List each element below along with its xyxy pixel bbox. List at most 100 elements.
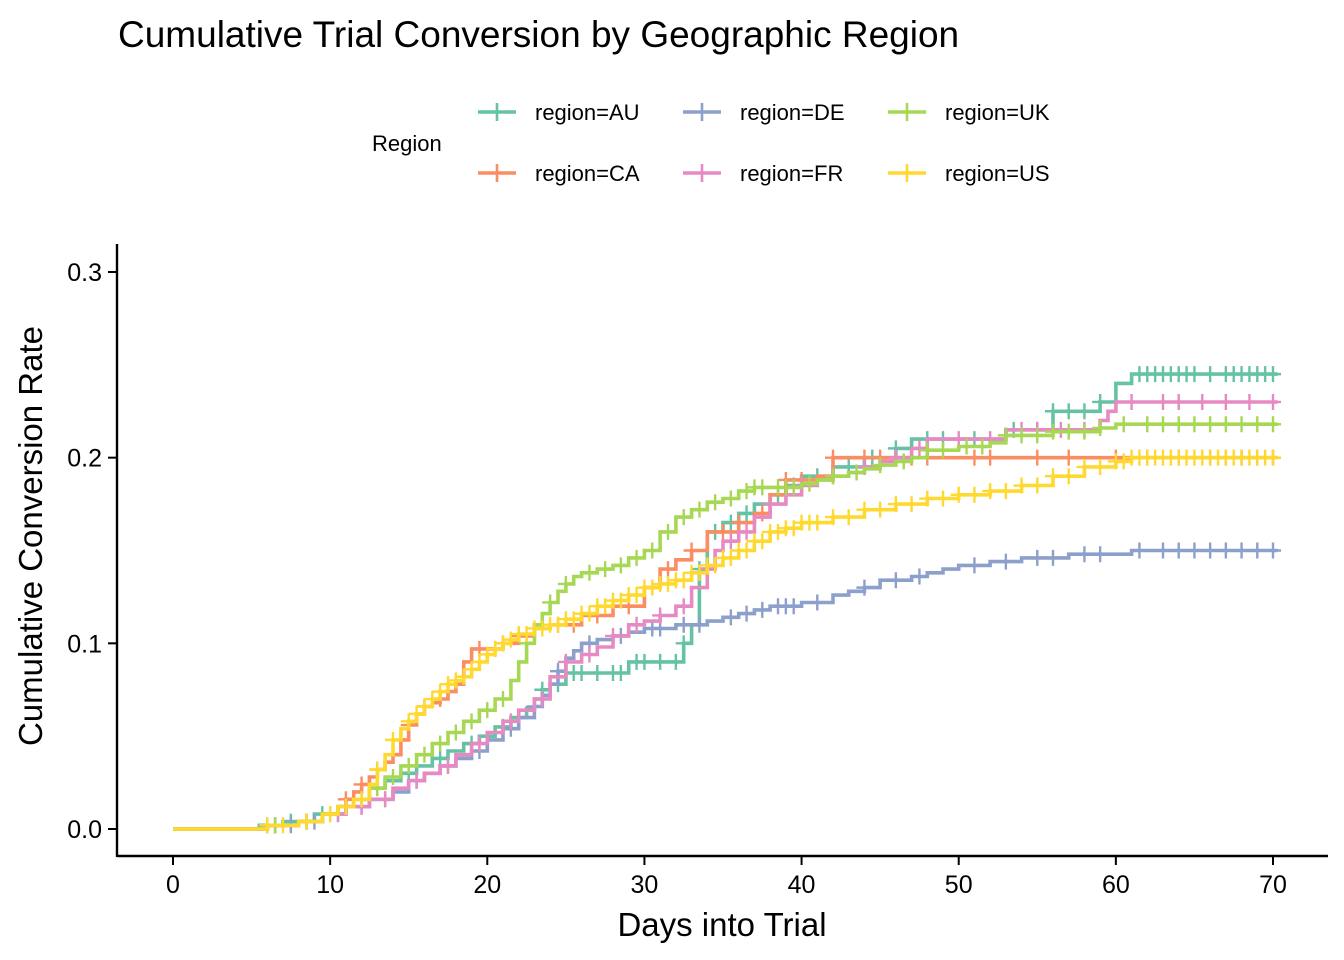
censor-mark bbox=[1029, 549, 1046, 566]
censor-mark bbox=[675, 572, 692, 589]
x-axis-ticks: 0 10 20 30 40 50 60 70 bbox=[166, 856, 1287, 899]
censor-mark bbox=[1076, 458, 1093, 475]
censor-mark bbox=[440, 757, 456, 774]
censor-mark bbox=[534, 620, 551, 637]
censor-mark bbox=[636, 653, 653, 670]
censor-mark bbox=[581, 564, 598, 581]
censor-mark bbox=[919, 442, 936, 459]
censor-mark bbox=[1115, 453, 1132, 470]
censor-mark bbox=[1060, 423, 1077, 440]
censor-mark bbox=[479, 702, 496, 719]
censor-mark bbox=[1013, 427, 1030, 444]
legend-item-us: region=US bbox=[888, 161, 1050, 186]
censor-mark bbox=[1092, 546, 1109, 563]
censor-mark bbox=[1170, 542, 1187, 559]
censor-mark bbox=[840, 509, 857, 526]
censor-mark bbox=[557, 653, 574, 670]
censor-mark bbox=[722, 609, 739, 626]
censor-mark bbox=[1076, 546, 1093, 563]
censor-mark bbox=[691, 616, 708, 633]
censor-mark bbox=[463, 661, 480, 678]
censor-mark bbox=[997, 483, 1014, 500]
censor-mark bbox=[911, 568, 928, 585]
censor-mark bbox=[369, 761, 386, 778]
censor-mark bbox=[628, 549, 645, 566]
censor-mark bbox=[754, 479, 771, 496]
censor-mark bbox=[534, 691, 551, 708]
censor-mark bbox=[581, 646, 598, 663]
censor-mark bbox=[1076, 423, 1093, 440]
censor-mark bbox=[1076, 403, 1093, 420]
censor-mark bbox=[660, 523, 676, 540]
censor-mark bbox=[337, 798, 354, 815]
censor-mark bbox=[440, 676, 456, 693]
censor-mark bbox=[966, 486, 983, 503]
censor-mark bbox=[966, 449, 983, 466]
censor-mark bbox=[785, 479, 802, 496]
y-tick-label: 0.2 bbox=[67, 445, 102, 473]
censor-mark bbox=[471, 735, 488, 752]
censor-mark bbox=[1202, 366, 1219, 383]
censor-mark bbox=[605, 627, 621, 644]
censor-mark bbox=[1265, 416, 1281, 433]
censor-mark bbox=[1155, 416, 1171, 433]
censor-mark bbox=[1139, 416, 1156, 433]
censor-mark bbox=[416, 698, 433, 715]
censor-mark bbox=[581, 605, 598, 622]
censor-mark bbox=[887, 496, 904, 513]
censor-mark bbox=[408, 772, 425, 789]
censor-mark bbox=[1029, 477, 1046, 494]
censor-mark bbox=[1202, 416, 1219, 433]
legend-label: region=AU bbox=[535, 100, 640, 125]
censor-mark bbox=[1265, 449, 1281, 466]
censor-mark bbox=[911, 440, 928, 457]
censor-mark bbox=[950, 486, 967, 503]
censor-mark bbox=[400, 757, 417, 774]
chart-title: Cumulative Trial Conversion by Geographi… bbox=[118, 14, 959, 55]
censor-mark bbox=[408, 705, 425, 722]
censor-mark bbox=[1265, 393, 1281, 410]
censor-mark bbox=[597, 561, 614, 578]
censor-mark bbox=[1217, 393, 1234, 410]
legend-item-ca: region=CA bbox=[478, 161, 640, 186]
censor-mark bbox=[856, 579, 873, 596]
x-tick-label: 60 bbox=[1102, 871, 1130, 899]
censor-mark bbox=[1029, 449, 1046, 466]
censor-mark bbox=[754, 601, 771, 618]
censor-mark bbox=[542, 594, 559, 611]
censor-mark bbox=[644, 579, 661, 596]
censor-mark bbox=[1092, 393, 1109, 410]
censor-mark bbox=[738, 505, 755, 522]
censor-mark bbox=[707, 494, 724, 511]
censor-mark bbox=[298, 813, 315, 830]
censor-mark bbox=[1115, 416, 1132, 433]
censor-mark bbox=[502, 713, 519, 730]
censor-mark bbox=[825, 468, 841, 485]
legend-label: region=US bbox=[945, 161, 1050, 186]
censor-mark bbox=[1155, 393, 1171, 410]
censor-mark bbox=[825, 449, 841, 466]
censor-mark bbox=[1186, 542, 1203, 559]
censor-mark bbox=[675, 635, 692, 652]
x-axis-label: Days into Trial bbox=[617, 906, 826, 943]
censor-mark bbox=[722, 549, 739, 566]
censor-mark bbox=[1249, 416, 1266, 433]
censor-mark bbox=[997, 553, 1014, 570]
censor-mark bbox=[432, 735, 449, 752]
legend-item-au: region=AU bbox=[478, 100, 640, 125]
censor-mark bbox=[997, 427, 1014, 444]
censor-mark bbox=[1092, 458, 1109, 475]
censor-mark bbox=[322, 806, 339, 823]
censor-mark bbox=[660, 561, 676, 578]
censor-mark bbox=[385, 769, 401, 786]
censor-mark bbox=[675, 616, 692, 633]
censor-mark bbox=[935, 442, 951, 459]
censor-mark bbox=[825, 509, 841, 526]
censor-mark bbox=[1052, 421, 1069, 438]
censor-mark bbox=[1233, 416, 1250, 433]
x-tick-label: 30 bbox=[631, 871, 659, 899]
censor-mark bbox=[1233, 542, 1250, 559]
censor-mark bbox=[848, 464, 865, 481]
